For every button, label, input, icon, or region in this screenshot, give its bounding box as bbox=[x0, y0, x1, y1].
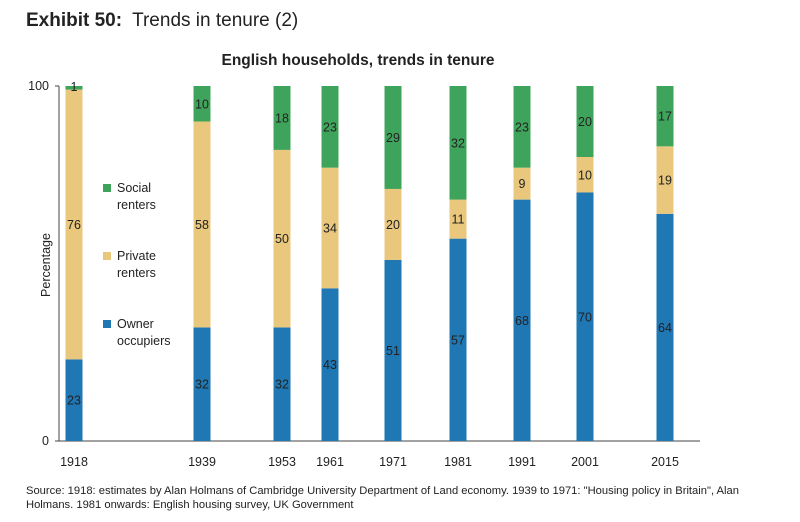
data-label: 32 bbox=[451, 136, 465, 150]
x-tick-label: 1918 bbox=[60, 455, 88, 469]
exhibit-heading: Exhibit 50: Trends in tenure (2) bbox=[26, 10, 298, 32]
data-label: 20 bbox=[386, 218, 400, 232]
bar-segment bbox=[449, 86, 467, 200]
y-tick-label: 0 bbox=[42, 434, 49, 448]
data-label: 32 bbox=[275, 378, 289, 392]
bar-segment bbox=[576, 192, 594, 441]
bar-segment bbox=[449, 238, 467, 441]
data-label: 58 bbox=[195, 218, 209, 232]
bar-segment bbox=[193, 121, 211, 328]
y-tick-label: 100 bbox=[28, 79, 49, 93]
x-tick-label: 2015 bbox=[651, 455, 679, 469]
data-label: 9 bbox=[519, 177, 526, 191]
bar-segment bbox=[193, 327, 211, 441]
data-label: 23 bbox=[67, 394, 81, 408]
bar-segment bbox=[321, 86, 339, 168]
bar-segment bbox=[65, 86, 83, 90]
x-tick-label: 1971 bbox=[379, 455, 407, 469]
bar-segment bbox=[513, 167, 531, 200]
legend-swatch bbox=[103, 184, 111, 192]
data-label: 10 bbox=[578, 168, 592, 182]
bar-segment bbox=[273, 149, 291, 328]
x-tick-label: 1939 bbox=[188, 455, 216, 469]
data-label: 68 bbox=[515, 314, 529, 328]
exhibit-title: Trends in tenure (2) bbox=[132, 10, 299, 31]
y-axis-label: Percentage bbox=[39, 233, 53, 297]
data-label: 34 bbox=[323, 222, 337, 236]
bar-segment bbox=[576, 86, 594, 157]
data-label: 76 bbox=[67, 218, 81, 232]
x-tick-label: 2001 bbox=[571, 455, 599, 469]
data-label: 43 bbox=[323, 358, 337, 372]
bar-segment bbox=[273, 327, 291, 441]
bar-segment bbox=[193, 86, 211, 122]
source-note: Source: 1918: estimates by Alan Holmans … bbox=[26, 485, 739, 511]
bar-segment bbox=[384, 86, 402, 189]
legend-label: Social bbox=[117, 181, 151, 195]
bar-segment bbox=[656, 86, 674, 147]
data-label: 50 bbox=[275, 232, 289, 246]
exhibit-number: Exhibit 50: bbox=[26, 10, 123, 31]
data-label: 64 bbox=[658, 321, 672, 335]
x-tick-label: 1953 bbox=[268, 455, 296, 469]
bar-segment bbox=[321, 167, 339, 289]
legend-swatch bbox=[103, 252, 111, 260]
data-label: 70 bbox=[578, 310, 592, 324]
bar-segment bbox=[273, 86, 291, 150]
data-label: 18 bbox=[275, 111, 289, 125]
data-label: 19 bbox=[658, 174, 672, 188]
data-label: 23 bbox=[515, 120, 529, 134]
bar-segment bbox=[513, 86, 531, 168]
data-label: 51 bbox=[386, 344, 400, 358]
bar-segment bbox=[321, 288, 339, 441]
chart-title: English households, trends in tenure bbox=[222, 52, 495, 69]
tenure-chart: English households, trends in tenure Perc… bbox=[28, 52, 700, 469]
legend-label: renters bbox=[117, 266, 156, 280]
data-label: 20 bbox=[578, 115, 592, 129]
bar-segment bbox=[656, 146, 674, 214]
legend-label: occupiers bbox=[117, 334, 171, 348]
bar-segment bbox=[65, 89, 83, 360]
legend-swatch bbox=[103, 320, 111, 328]
bar-segment bbox=[576, 157, 594, 193]
legend-label: renters bbox=[117, 198, 156, 212]
x-tick-label: 1961 bbox=[316, 455, 344, 469]
x-tick-label: 1991 bbox=[508, 455, 536, 469]
legend-label: Owner bbox=[117, 317, 154, 331]
data-label: 57 bbox=[451, 333, 465, 347]
data-label: 23 bbox=[323, 120, 337, 134]
bar-segment bbox=[656, 213, 674, 441]
data-label: 11 bbox=[452, 213, 465, 227]
legend-label: Private bbox=[117, 249, 156, 263]
data-label: 10 bbox=[195, 97, 209, 111]
data-label: 17 bbox=[658, 110, 672, 124]
bar-segment bbox=[384, 188, 402, 260]
x-tick-label: 1981 bbox=[444, 455, 472, 469]
bar-segment bbox=[384, 259, 402, 441]
bar-segment bbox=[513, 199, 531, 441]
bar-segment bbox=[65, 359, 83, 441]
data-label: 32 bbox=[195, 378, 209, 392]
data-label: 1 bbox=[71, 80, 78, 94]
bar-segment bbox=[449, 199, 467, 239]
data-label: 29 bbox=[386, 131, 400, 145]
